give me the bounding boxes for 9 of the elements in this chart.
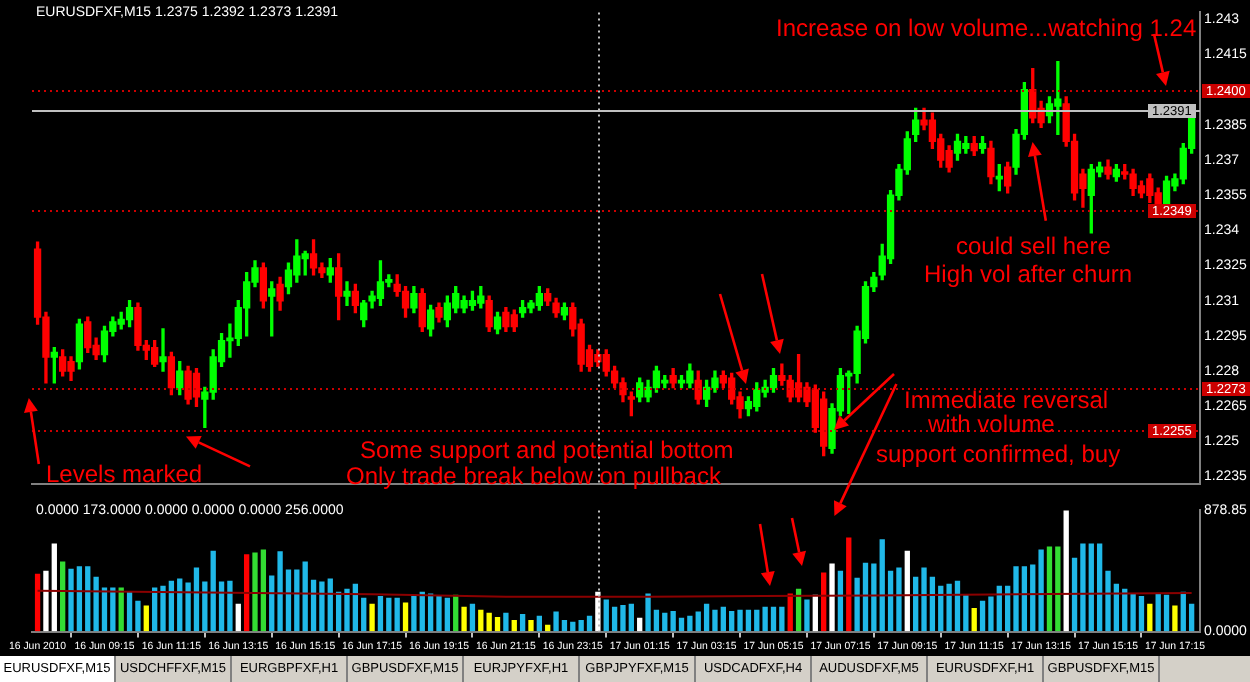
annotation: Levels marked <box>46 460 203 488</box>
annotation: with volume <box>928 410 1055 438</box>
annotation: Immediate reversal <box>904 386 1109 414</box>
annotation: Some support and potential bottom <box>360 436 734 464</box>
annotation: Increase on low volume...watching 1.24 <box>776 14 1197 42</box>
annotation: support confirmed, buy <box>876 440 1121 468</box>
annotation: Only trade break below on pullback <box>346 462 721 490</box>
annotation: High vol after churn <box>924 260 1133 288</box>
annotation: could sell here <box>956 232 1111 260</box>
